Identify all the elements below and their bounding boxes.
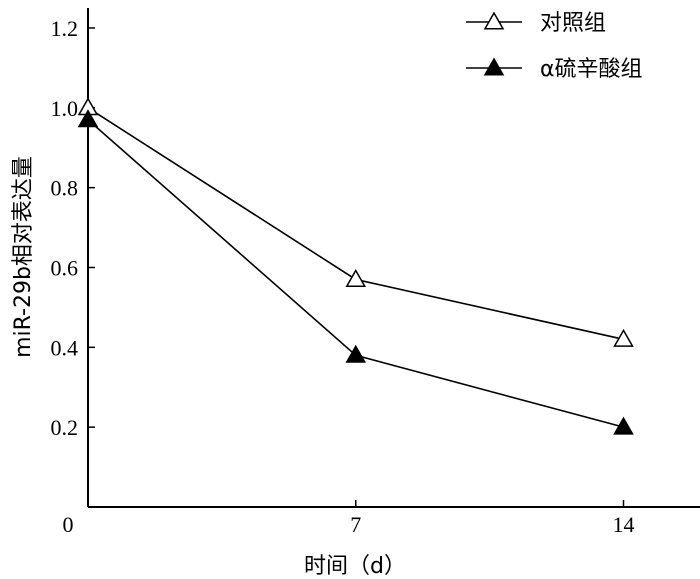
- legend-marker-0: [483, 11, 505, 30]
- y-tick-label: 1.2: [51, 16, 79, 41]
- y-tick-label: 1.0: [51, 96, 79, 121]
- data-point-0: [613, 328, 634, 347]
- y-ticks: 0.2 0.4 0.6 0.8 1.0 1.2: [51, 16, 95, 440]
- x-ticks: 7 14: [350, 500, 635, 537]
- y-axis-title: miR-29b相对表达量: [11, 156, 36, 358]
- y-tick-label: 0.6: [51, 255, 79, 280]
- legend: 对照组 α硫辛酸组: [466, 11, 643, 82]
- legend-label-1: α硫辛酸组: [540, 57, 643, 82]
- series-line-0: [87, 107, 624, 341]
- data-point-0: [345, 268, 367, 287]
- y-tick-label: 0.2: [51, 415, 79, 440]
- origin-label: 0: [63, 512, 74, 537]
- x-tick-label: 7: [350, 512, 361, 537]
- y-tick-label: 0.4: [51, 335, 79, 360]
- data-point-1: [345, 344, 367, 363]
- legend-label-0: 对照组: [540, 11, 606, 36]
- x-tick-label: 14: [613, 512, 635, 537]
- data-point-1: [613, 416, 634, 435]
- y-tick-label: 0.8: [51, 176, 79, 201]
- series-layer: [77, 97, 634, 435]
- data-point-1: [77, 109, 99, 128]
- x-axis-title: 时间（d）: [304, 554, 406, 579]
- legend-marker-1: [483, 57, 505, 76]
